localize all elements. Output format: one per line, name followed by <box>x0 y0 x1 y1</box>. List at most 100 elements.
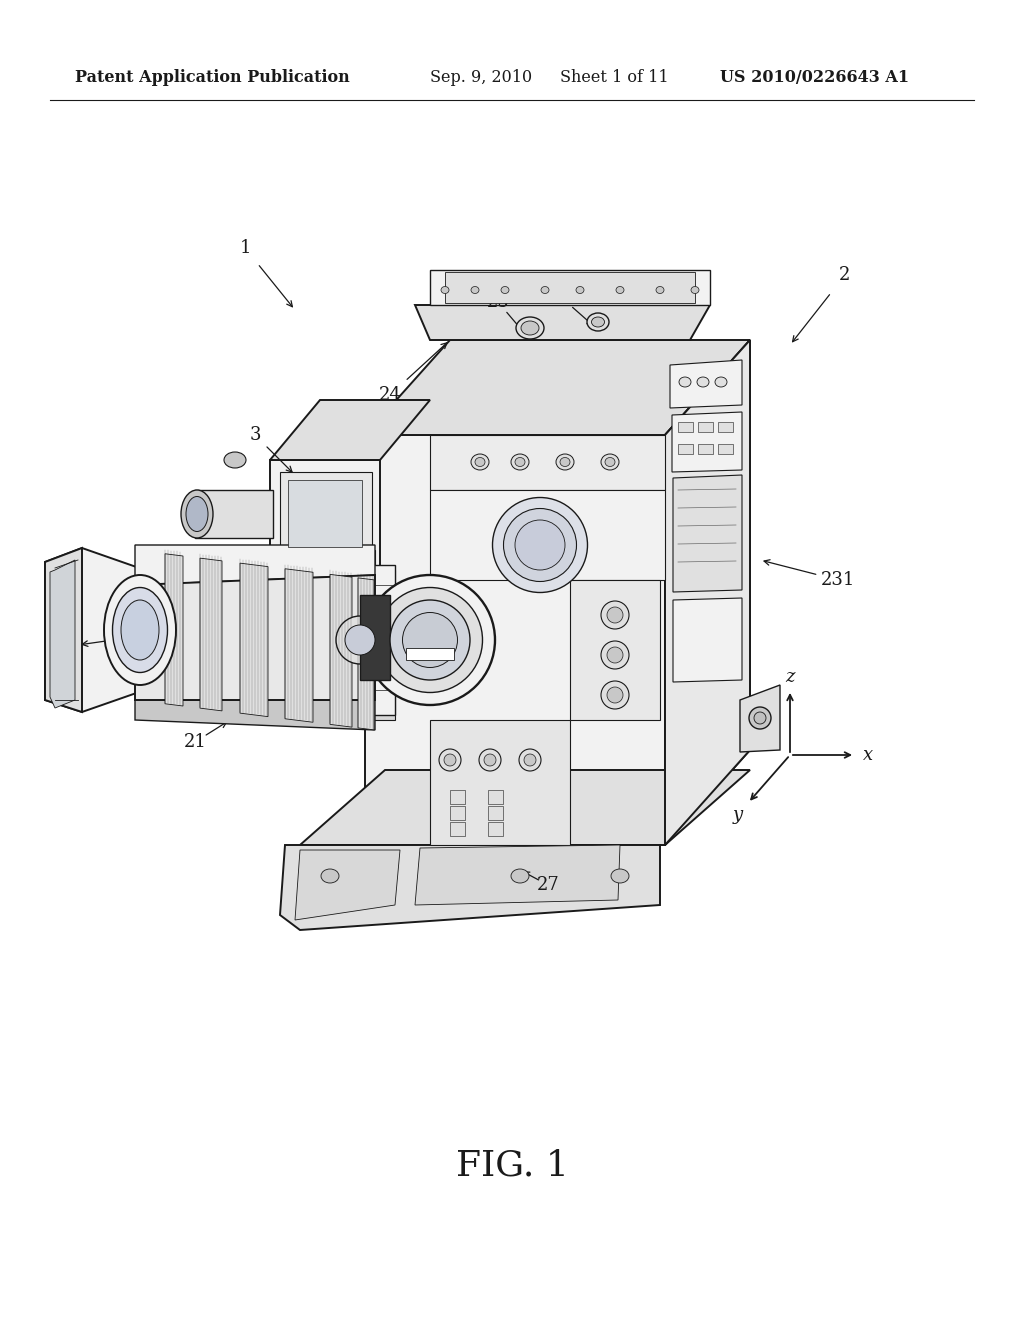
Text: 24: 24 <box>379 385 401 404</box>
Polygon shape <box>45 548 82 711</box>
Polygon shape <box>673 598 742 682</box>
Text: y: y <box>733 807 743 824</box>
Ellipse shape <box>378 587 482 693</box>
Polygon shape <box>200 558 222 711</box>
Polygon shape <box>285 569 313 722</box>
Ellipse shape <box>541 286 549 293</box>
Ellipse shape <box>390 601 470 680</box>
Text: Sep. 9, 2010: Sep. 9, 2010 <box>430 70 532 87</box>
Ellipse shape <box>601 454 618 470</box>
Polygon shape <box>430 719 570 845</box>
Ellipse shape <box>611 869 629 883</box>
Ellipse shape <box>444 754 456 766</box>
Polygon shape <box>698 422 713 432</box>
Polygon shape <box>450 807 465 820</box>
Polygon shape <box>445 272 695 304</box>
Ellipse shape <box>616 286 624 293</box>
Polygon shape <box>360 595 390 680</box>
Ellipse shape <box>224 451 246 469</box>
Polygon shape <box>672 412 742 473</box>
Ellipse shape <box>365 576 495 705</box>
Polygon shape <box>135 576 375 700</box>
Ellipse shape <box>521 321 539 335</box>
Polygon shape <box>740 685 780 752</box>
Polygon shape <box>665 341 750 845</box>
Polygon shape <box>280 845 660 931</box>
Ellipse shape <box>754 711 766 723</box>
Ellipse shape <box>493 498 588 593</box>
Polygon shape <box>195 490 273 539</box>
Polygon shape <box>406 648 454 660</box>
Text: Sheet 1 of 11: Sheet 1 of 11 <box>560 70 669 87</box>
Ellipse shape <box>607 686 623 704</box>
Polygon shape <box>365 550 375 640</box>
Polygon shape <box>415 305 710 341</box>
Ellipse shape <box>186 496 208 532</box>
Ellipse shape <box>749 708 771 729</box>
Ellipse shape <box>607 607 623 623</box>
Ellipse shape <box>691 286 699 293</box>
Ellipse shape <box>515 520 565 570</box>
Text: 231: 231 <box>821 572 855 589</box>
Ellipse shape <box>321 869 339 883</box>
Polygon shape <box>135 700 375 730</box>
Polygon shape <box>698 444 713 454</box>
Polygon shape <box>430 271 710 305</box>
Polygon shape <box>488 807 503 820</box>
Ellipse shape <box>402 612 458 668</box>
Polygon shape <box>670 360 742 408</box>
Text: 26: 26 <box>551 289 573 308</box>
Ellipse shape <box>121 601 159 660</box>
Polygon shape <box>355 565 395 715</box>
Ellipse shape <box>679 378 691 387</box>
Ellipse shape <box>575 286 584 293</box>
Text: Patent Application Publication: Patent Application Publication <box>75 70 350 87</box>
Ellipse shape <box>515 458 525 466</box>
Polygon shape <box>240 564 268 717</box>
Ellipse shape <box>181 490 213 539</box>
Polygon shape <box>365 341 750 436</box>
Ellipse shape <box>516 317 544 339</box>
Ellipse shape <box>441 286 449 293</box>
Text: FIG. 1: FIG. 1 <box>456 1148 568 1181</box>
Polygon shape <box>365 436 665 845</box>
Text: 27: 27 <box>537 876 559 894</box>
Text: US 2010/0226643 A1: US 2010/0226643 A1 <box>720 70 909 87</box>
Polygon shape <box>45 548 145 711</box>
Ellipse shape <box>113 587 168 672</box>
Ellipse shape <box>715 378 727 387</box>
Ellipse shape <box>511 454 529 470</box>
Polygon shape <box>165 554 183 706</box>
Ellipse shape <box>501 286 509 293</box>
Polygon shape <box>50 560 75 708</box>
Ellipse shape <box>519 748 541 771</box>
Polygon shape <box>415 845 620 906</box>
Polygon shape <box>430 490 665 579</box>
Ellipse shape <box>479 748 501 771</box>
Text: 2: 2 <box>840 267 851 284</box>
Polygon shape <box>673 475 742 591</box>
Text: 4: 4 <box>142 626 154 644</box>
Ellipse shape <box>336 616 384 664</box>
Text: z: z <box>785 668 795 686</box>
Text: x: x <box>863 746 873 764</box>
Polygon shape <box>488 822 503 836</box>
Polygon shape <box>300 770 750 845</box>
Polygon shape <box>570 579 660 719</box>
Ellipse shape <box>587 313 609 331</box>
Ellipse shape <box>475 458 485 466</box>
Ellipse shape <box>592 317 604 327</box>
Polygon shape <box>450 789 465 804</box>
Text: 3: 3 <box>249 426 261 444</box>
Ellipse shape <box>484 754 496 766</box>
Polygon shape <box>280 473 372 554</box>
Polygon shape <box>270 459 380 570</box>
Polygon shape <box>135 545 375 585</box>
Text: 1: 1 <box>240 239 251 257</box>
Ellipse shape <box>511 869 529 883</box>
Ellipse shape <box>601 681 629 709</box>
Polygon shape <box>718 444 733 454</box>
Ellipse shape <box>104 576 176 685</box>
Polygon shape <box>430 436 665 490</box>
Polygon shape <box>450 822 465 836</box>
